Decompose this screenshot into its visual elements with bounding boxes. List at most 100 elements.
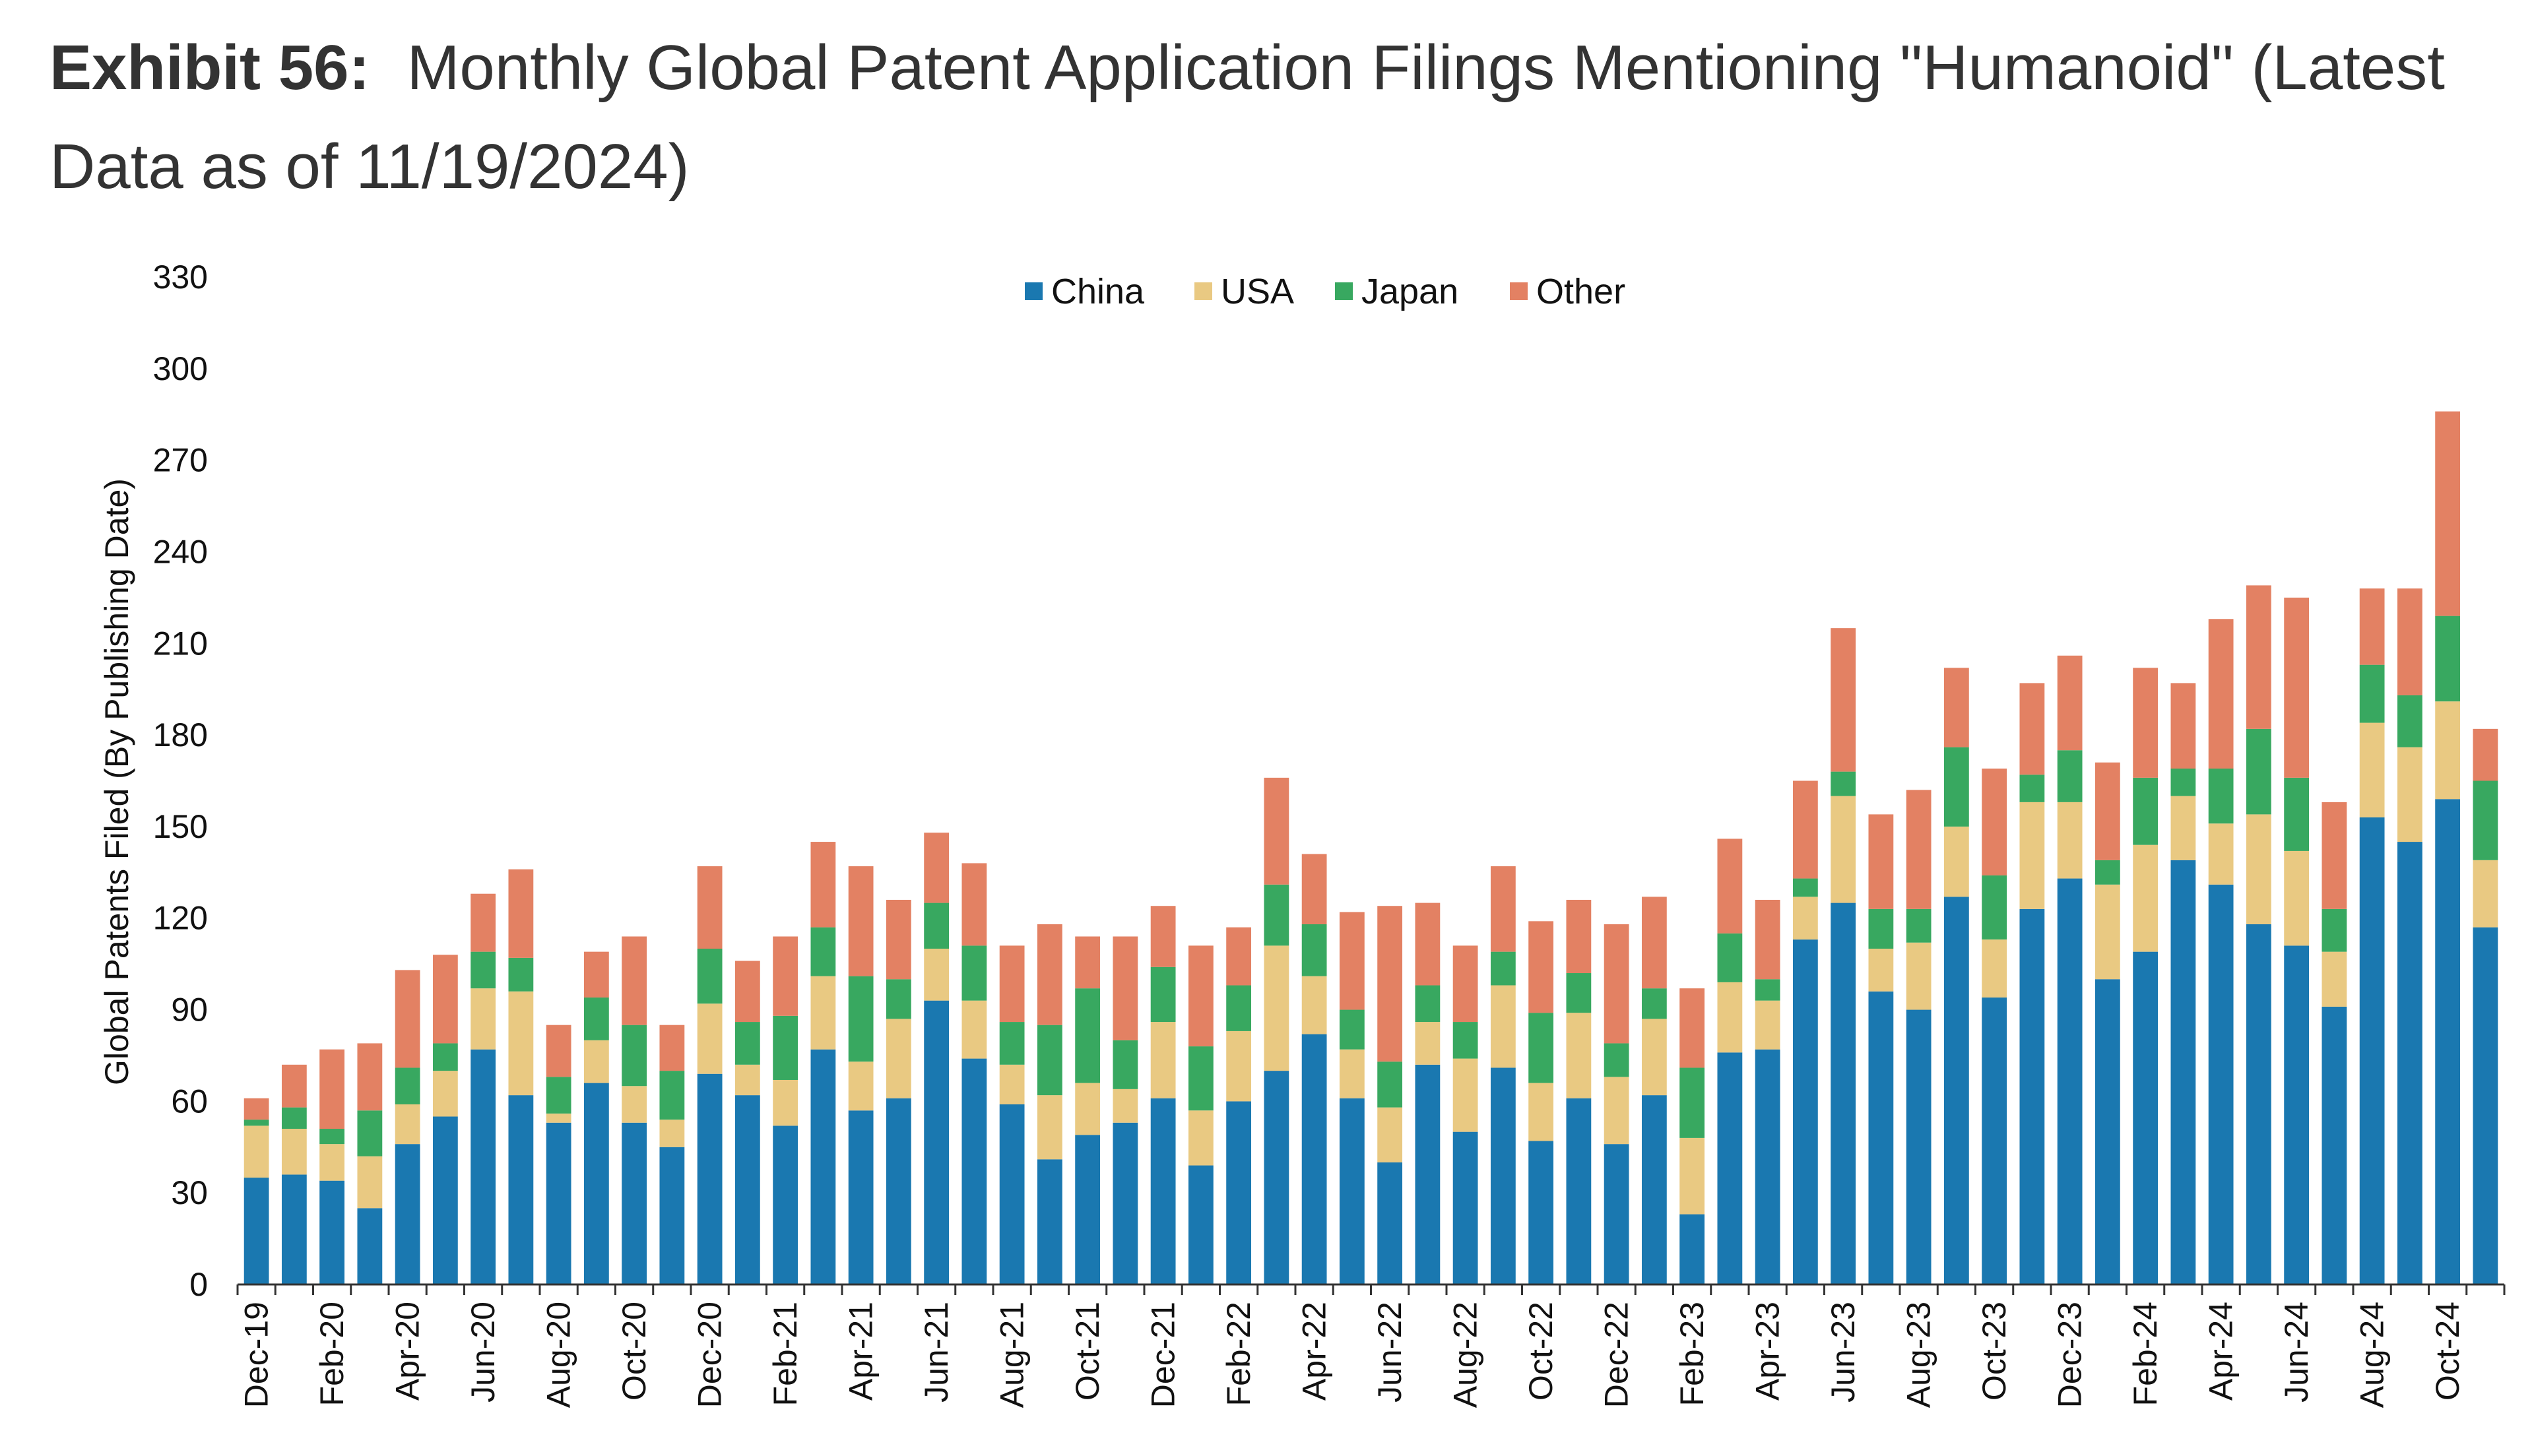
x-tick-label: Oct-24: [2429, 1302, 2466, 1401]
bar-china-aug-24: [2359, 817, 2385, 1284]
bar-other-jan-22: [1188, 945, 1214, 1047]
bar-usa-apr-23: [1755, 1000, 1780, 1050]
bar-japan-sep-21: [1037, 1025, 1062, 1096]
y-tick-label: 270: [153, 442, 208, 479]
bar-china-aug-23: [1906, 1009, 1932, 1284]
x-tick-label: Apr-22: [1296, 1302, 1333, 1401]
x-tick-label: Apr-21: [843, 1302, 880, 1401]
bar-other-aug-22: [1452, 945, 1478, 1023]
bar-china-apr-21: [848, 1110, 874, 1284]
bar-japan-may-21: [886, 979, 911, 1019]
y-tick-label: 330: [153, 259, 208, 296]
bar-other-nov-20: [659, 1025, 685, 1071]
bar-other-apr-21: [848, 866, 874, 976]
bar-china-sep-24: [2397, 842, 2422, 1284]
bar-other-dec-23: [2057, 655, 2083, 751]
bar-china-oct-20: [622, 1122, 647, 1284]
bar-japan-mar-23: [1717, 933, 1743, 982]
bar-china-may-22: [1339, 1098, 1365, 1284]
bar-usa-mar-23: [1717, 982, 1743, 1053]
x-tick-label: Aug-24: [2354, 1302, 2391, 1408]
bar-other-mar-22: [1264, 777, 1289, 885]
x-tick-label: Apr-24: [2203, 1302, 2240, 1401]
y-tick-label: 90: [171, 992, 208, 1029]
bar-china-jan-20: [281, 1174, 307, 1284]
bar-other-apr-24: [2208, 619, 2234, 769]
bar-usa-jan-23: [1641, 1019, 1667, 1096]
bar-other-feb-22: [1226, 927, 1252, 986]
x-tick-label: Oct-22: [1522, 1302, 1559, 1401]
bar-usa-mar-22: [1264, 945, 1289, 1071]
bar-japan-jun-20: [471, 951, 496, 989]
bar-japan-may-24: [2246, 728, 2271, 815]
bar-usa-mar-24: [2170, 796, 2196, 860]
x-tick-label: Jun-21: [918, 1302, 955, 1403]
bar-china-jul-20: [508, 1095, 534, 1284]
bar-japan-jul-20: [508, 957, 534, 992]
bar-china-apr-24: [2208, 884, 2234, 1284]
bar-japan-dec-22: [1604, 1043, 1629, 1077]
x-tick-label: Oct-21: [1069, 1302, 1106, 1401]
bar-other-dec-22: [1604, 924, 1629, 1044]
bar-other-may-21: [886, 899, 911, 980]
legend-swatch-china: [1025, 282, 1043, 300]
bar-other-sep-24: [2397, 588, 2422, 695]
bar-other-mar-20: [357, 1043, 383, 1111]
bar-usa-jan-24: [2095, 884, 2120, 980]
bar-china-feb-20: [319, 1180, 345, 1284]
bar-japan-apr-21: [848, 976, 874, 1062]
bar-china-jan-22: [1188, 1165, 1214, 1284]
bar-japan-jun-22: [1377, 1061, 1403, 1108]
x-tick-label: Dec-21: [1145, 1302, 1182, 1408]
bar-other-dec-21: [1150, 906, 1176, 967]
bar-usa-aug-22: [1452, 1058, 1478, 1132]
exhibit-title: Exhibit 56: Monthly Global Patent Applica…: [49, 18, 2491, 216]
bar-usa-jul-24: [2322, 951, 2347, 1007]
x-tick-label: Aug-23: [1900, 1302, 1937, 1408]
y-tick-label: 240: [153, 533, 208, 570]
bar-other-oct-23: [1982, 768, 2007, 875]
bar-china-jul-24: [2322, 1006, 2347, 1284]
bar-japan-jun-23: [1831, 771, 1856, 796]
bar-china-dec-20: [697, 1073, 723, 1284]
bar-usa-sep-23: [1943, 826, 1969, 897]
bar-other-jul-22: [1415, 902, 1441, 986]
x-tick-label: Feb-23: [1673, 1302, 1710, 1406]
bar-other-jan-23: [1641, 897, 1667, 989]
bar-other-oct-20: [622, 936, 647, 1025]
x-axis: Dec-19 Feb-20 Apr-20 Jun-20 Aug-20 Oct-20 Dec-…: [236, 1283, 2506, 1408]
bar-other-jun-20: [471, 893, 496, 952]
bar-other-may-23: [1792, 780, 1818, 879]
bar-usa-oct-23: [1982, 939, 2007, 998]
bar-other-mar-21: [810, 842, 836, 928]
y-tick-label: 210: [153, 625, 208, 662]
bar-usa-jul-23: [1868, 949, 1894, 992]
bar-china-oct-22: [1528, 1141, 1554, 1284]
bar-other-jul-20: [508, 869, 534, 958]
bar-other-jun-21: [924, 833, 950, 903]
bar-usa-sep-24: [2397, 747, 2422, 842]
x-tick-label: Feb-24: [2127, 1302, 2164, 1406]
x-tick-label: Feb-22: [1220, 1302, 1257, 1406]
bar-usa-nov-21: [1113, 1089, 1138, 1123]
bar-china-jan-24: [2095, 979, 2120, 1284]
bar-usa-sep-22: [1490, 985, 1516, 1068]
bar-japan-jul-21: [961, 945, 987, 1001]
bar-usa-jun-21: [924, 949, 950, 1001]
bar-japan-apr-20: [395, 1067, 420, 1104]
legend-label-usa: USA: [1221, 272, 1294, 311]
bar-china-may-20: [432, 1116, 458, 1284]
bar-japan-nov-21: [1113, 1040, 1138, 1089]
bar-other-nov-24: [2473, 728, 2498, 781]
bar-usa-mar-20: [357, 1156, 383, 1209]
bar-other-nov-23: [2019, 683, 2045, 775]
bar-usa-nov-20: [659, 1120, 685, 1147]
bar-other-oct-22: [1528, 921, 1554, 1013]
bar-usa-feb-24: [2133, 844, 2159, 952]
bar-usa-may-20: [432, 1071, 458, 1117]
bar-china-mar-20: [357, 1208, 383, 1284]
bar-usa-jun-22: [1377, 1107, 1403, 1162]
bar-japan-feb-21: [773, 1015, 798, 1080]
bar-china-dec-23: [2057, 878, 2083, 1284]
